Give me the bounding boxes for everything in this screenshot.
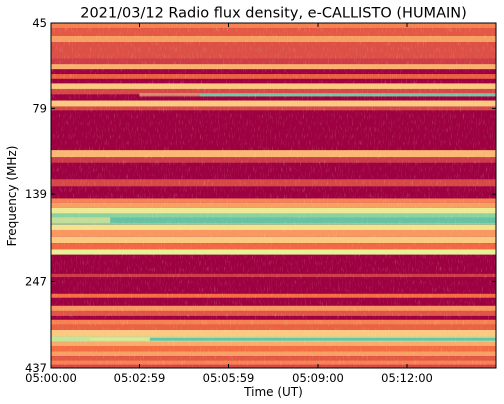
y-tick-label: 437 (25, 361, 47, 375)
x-tick-label: 05:02:59 (114, 371, 166, 385)
x-axis-label: Time (UT) (243, 385, 303, 399)
chart-title: 2021/03/12 Radio flux density, e-CALLIST… (80, 6, 467, 22)
plot-area (51, 23, 496, 368)
noise-texture (51, 23, 496, 368)
plot-frame (50, 22, 497, 369)
y-tick-label: 45 (32, 16, 47, 30)
x-axis-ticks: 05:00:00 05:02:59 05:05:59 05:09:00 05:12:00 (25, 23, 433, 385)
x-tick-label: 05:05:59 (203, 371, 255, 385)
y-axis-ticks: 45 79 139 247 437 (25, 16, 496, 375)
y-tick-label: 79 (32, 101, 47, 115)
x-tick-label: 05:09:00 (292, 371, 344, 385)
y-axis-label: Frequency (MHz) (5, 146, 19, 247)
x-tick-label: 05:12:00 (381, 371, 433, 385)
y-tick-label: 247 (25, 274, 47, 288)
y-tick-label: 139 (25, 187, 47, 201)
x-tick-label: 05:00:00 (25, 371, 77, 385)
